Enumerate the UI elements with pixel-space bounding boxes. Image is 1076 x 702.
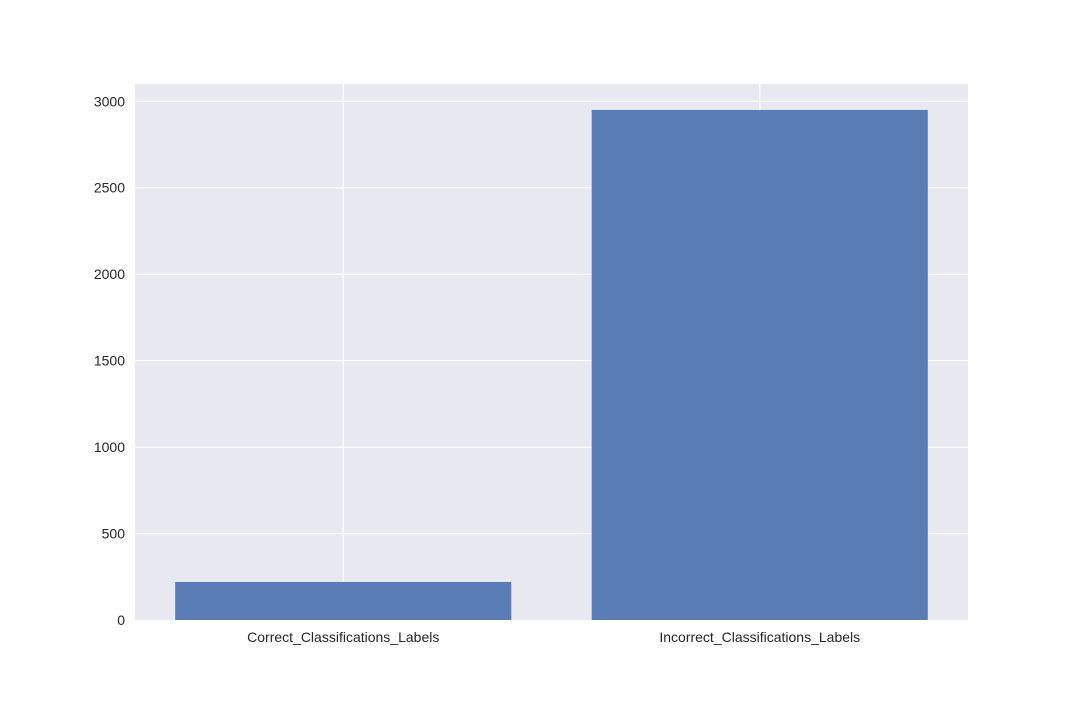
y-tick-label: 3000 bbox=[94, 93, 125, 109]
y-tick-label: 2000 bbox=[94, 266, 125, 282]
bar-1 bbox=[175, 581, 512, 620]
y-tick-label: 0 bbox=[117, 612, 125, 628]
bar-2 bbox=[591, 109, 928, 620]
y-axis-tick-labels: 0 500 1000 1500 2000 2500 3000 bbox=[94, 93, 125, 628]
y-tick-label: 2500 bbox=[94, 180, 125, 196]
x-tick-label: Correct_Classifications_Labels bbox=[247, 629, 439, 645]
bars bbox=[175, 109, 928, 620]
x-tick-label: Incorrect_Classifications_Labels bbox=[659, 629, 860, 645]
x-axis-tick-labels: Correct_Classifications_Labels Incorrect_… bbox=[247, 629, 860, 645]
y-tick-label: 1000 bbox=[94, 439, 125, 455]
y-tick-label: 1500 bbox=[94, 353, 125, 369]
y-tick-label: 500 bbox=[102, 526, 126, 542]
